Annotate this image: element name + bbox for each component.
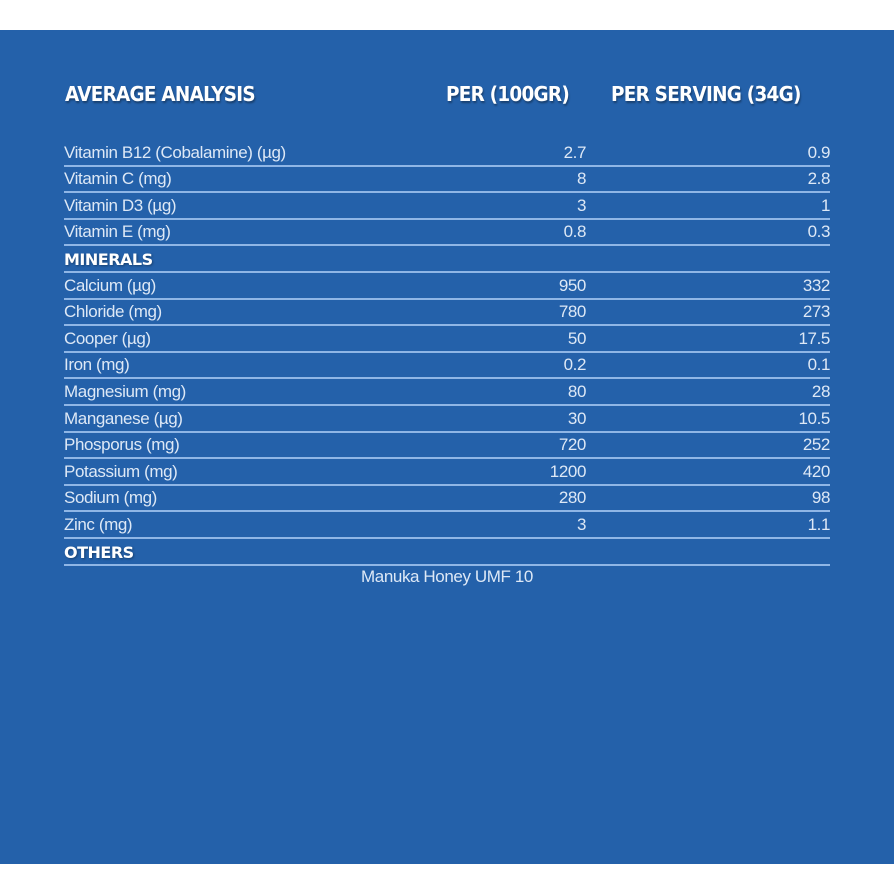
table-row: Cooper (µg) 50 17.5 [64, 326, 830, 353]
value-per-100: 8 [576, 169, 586, 189]
header-per-serving: PER SERVING (34G) [611, 82, 801, 106]
nutrient-name: Chloride (mg) [64, 302, 162, 322]
nutrient-name: Cooper (µg) [64, 328, 151, 348]
table-row: Vitamin D3 (µg) 3 1 [64, 193, 830, 220]
nutrition-table: Vitamin B12 (Cobalamine) (µg) 2.7 0.9 Vita… [64, 140, 830, 566]
nutrient-name: Phosporus (mg) [64, 435, 180, 455]
table-row: Magnesium (mg) 80 28 [64, 379, 830, 406]
value-per-100: 50 [567, 328, 587, 348]
value-per-serving: 332 [802, 275, 831, 295]
nutrient-name: Calcium (µg) [64, 275, 156, 295]
value-per-serving: 0.1 [807, 355, 831, 375]
value-per-100: 950 [558, 275, 587, 295]
value-per-serving: 1 [820, 195, 830, 215]
section-title: OTHERS [64, 542, 134, 562]
nutrient-name: Magnesium (mg) [64, 381, 186, 401]
value-per-100: 780 [558, 302, 587, 322]
value-per-100: 280 [558, 488, 587, 508]
table-row: Iron (mg) 0.2 0.1 [64, 353, 830, 380]
table-row: Potassium (mg) 1200 420 [64, 459, 830, 486]
value-per-serving: 1.1 [807, 514, 831, 534]
nutrient-name: Vitamin D3 (µg) [64, 195, 177, 215]
value-per-100: 1200 [549, 461, 587, 481]
nutrient-name: Manganese (µg) [64, 408, 183, 428]
table-row: Vitamin B12 (Cobalamine) (µg) 2.7 0.9 [64, 140, 830, 167]
value-per-100: 3 [576, 514, 586, 534]
table-row: Manganese (µg) 30 10.5 [64, 406, 830, 433]
value-per-serving: 273 [802, 302, 831, 322]
value-per-serving: 252 [802, 435, 831, 455]
nutrient-name: Zinc (mg) [64, 514, 133, 534]
value-per-serving: 0.9 [807, 142, 831, 162]
table-row: Zinc (mg) 3 1.1 [64, 512, 830, 539]
header-average-analysis: AVERAGE ANALYSIS [65, 82, 256, 106]
value-per-100: 720 [558, 435, 587, 455]
table-header: AVERAGE ANALYSIS PER (100GR) PER SERVING… [0, 82, 894, 112]
header-per-100gr: PER (100GR) [446, 82, 570, 106]
table-row: Chloride (mg) 780 273 [64, 300, 830, 327]
value-per-100: 0.8 [563, 222, 587, 242]
value-per-serving: 0.3 [807, 222, 831, 242]
value-per-100: 3 [576, 195, 586, 215]
nutrition-panel: AVERAGE ANALYSIS PER (100GR) PER SERVING… [0, 30, 894, 864]
table-row: Sodium (mg) 280 98 [64, 486, 830, 513]
nutrient-name: Vitamin C (mg) [64, 169, 172, 189]
table-row: Calcium (µg) 950 332 [64, 273, 830, 300]
value-per-serving: 2.8 [807, 169, 831, 189]
value-per-serving: 28 [811, 381, 831, 401]
table-row: Vitamin E (mg) 0.8 0.3 [64, 220, 830, 247]
value-per-serving: 420 [802, 461, 831, 481]
nutrient-name: Vitamin B12 (Cobalamine) (µg) [64, 142, 286, 162]
value-per-serving: 98 [811, 488, 831, 508]
table-row: Vitamin C (mg) 8 2.8 [64, 167, 830, 194]
nutrient-name: Iron (mg) [64, 355, 130, 375]
table-row: Phosporus (mg) 720 252 [64, 433, 830, 460]
nutrient-name: Sodium (mg) [64, 488, 157, 508]
section-header-others: OTHERS [64, 539, 830, 566]
others-note: Manuka Honey UMF 10 [361, 567, 533, 586]
value-per-serving: 10.5 [798, 408, 831, 428]
value-per-100: 80 [567, 381, 587, 401]
value-per-100: 0.2 [563, 355, 587, 375]
value-per-100: 30 [567, 408, 587, 428]
section-header-minerals: MINERALS [64, 246, 830, 273]
section-title: MINERALS [64, 249, 153, 269]
value-per-100: 2.7 [563, 142, 587, 162]
nutrient-name: Potassium (mg) [64, 461, 178, 481]
nutrient-name: Vitamin E (mg) [64, 222, 171, 242]
value-per-serving: 17.5 [798, 328, 831, 348]
